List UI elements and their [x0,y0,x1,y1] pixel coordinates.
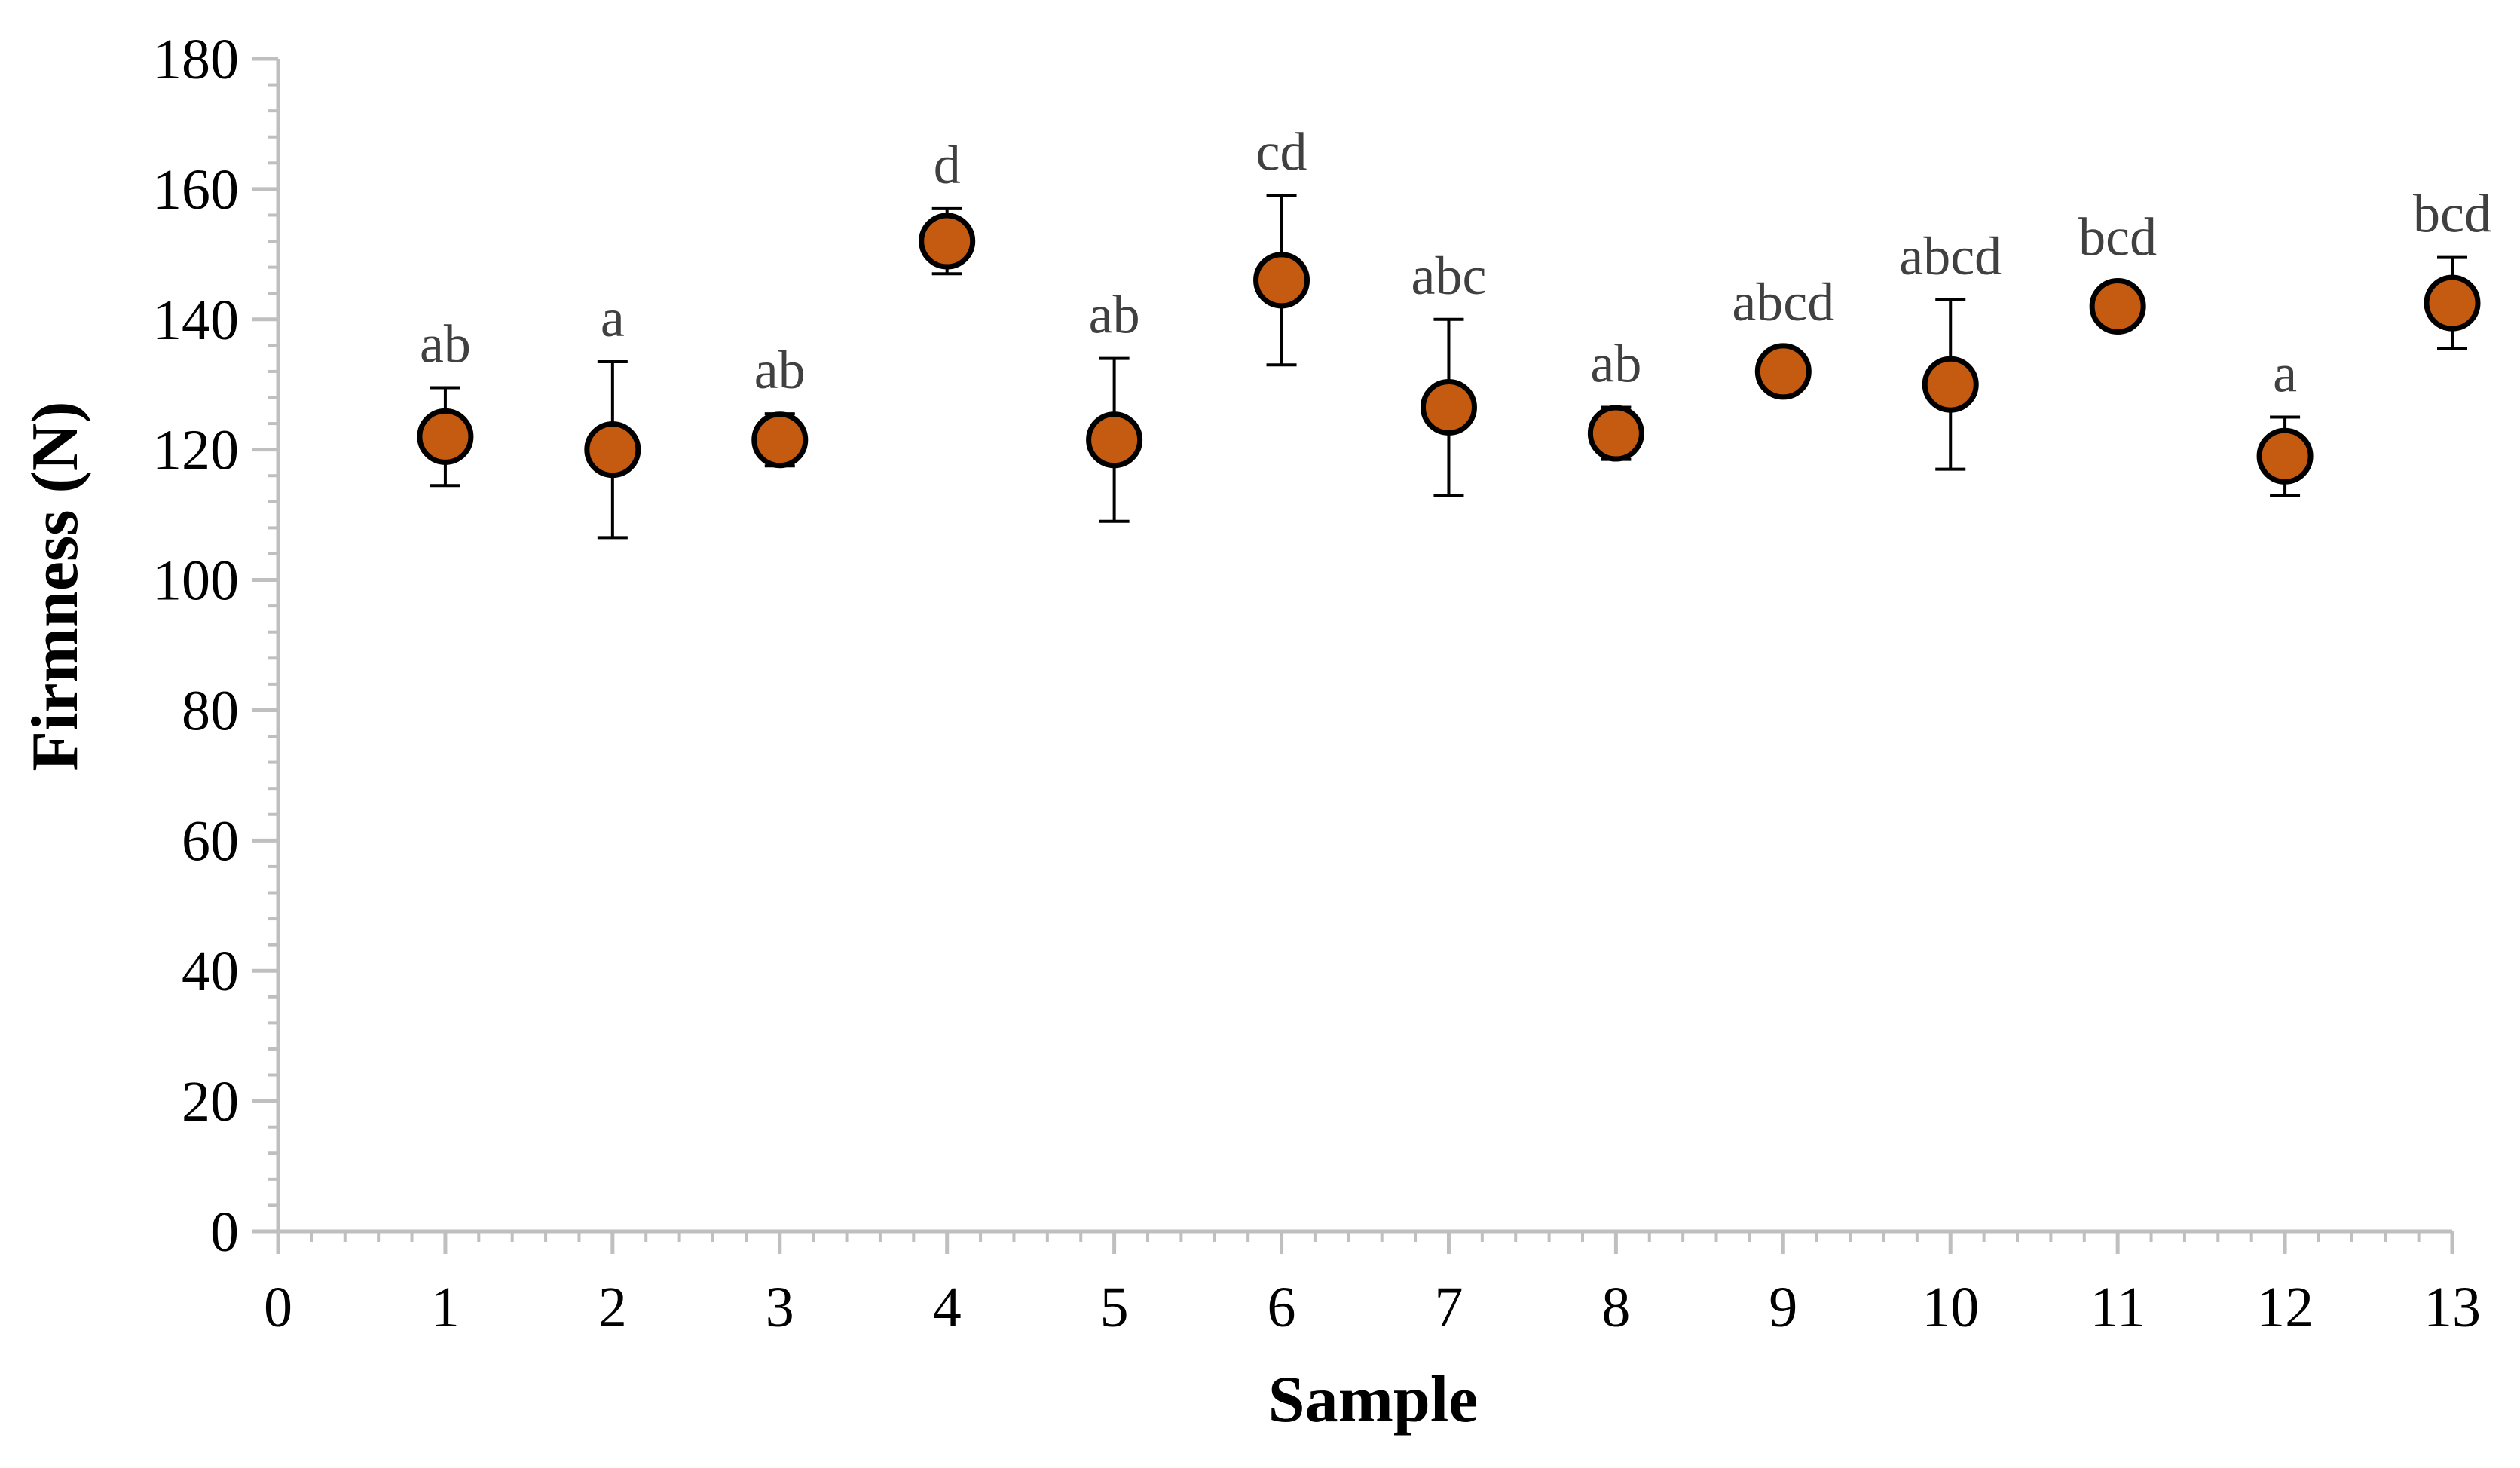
y-tick-label: 120 [153,419,239,482]
data-point [417,408,474,465]
data-point [2089,277,2146,335]
x-tick-label: 10 [1922,1276,1979,1339]
significance-label: a [2273,343,2297,403]
data-point [1754,343,1812,400]
x-tick-label: 7 [1434,1276,1463,1339]
x-tick-label: 9 [1769,1276,1797,1339]
x-tick-label: 12 [2256,1276,2314,1339]
data-point [919,213,976,270]
y-axis-ticks: 0 20 40 60 80 100 120 140 160 180 [153,28,278,1264]
significance-label: ab [1089,285,1140,345]
significance-label: d [934,135,961,195]
x-tick-label: 4 [933,1276,962,1339]
x-tick-label: 0 [264,1276,292,1339]
data-points [417,213,2481,485]
significance-label: a [601,288,625,348]
significance-label: ab [420,314,471,375]
data-point [1253,252,1310,309]
significance-label: cd [1256,122,1307,182]
significance-label: abc [1411,246,1487,306]
y-tick-label: 80 [182,679,239,742]
data-point [1086,411,1143,469]
y-tick-label: 160 [153,158,239,222]
data-point [1587,405,1644,462]
x-tick-label: 3 [766,1276,794,1339]
x-tick-label: 8 [1601,1276,1630,1339]
x-tick-label: 5 [1100,1276,1129,1339]
data-point [751,411,809,469]
data-point [2424,274,2481,332]
y-tick-label: 180 [153,28,239,91]
x-tick-label: 11 [2090,1276,2145,1339]
significance-label: bcd [2413,184,2491,244]
data-point [2256,427,2314,485]
y-tick-label: 0 [210,1200,239,1264]
data-point [1922,356,1979,413]
y-tick-label: 20 [182,1070,239,1133]
data-point [584,421,641,479]
x-axis-title: Sample [1268,1363,1479,1436]
y-axis-title: Firmness (N) [19,401,92,771]
significance-label: abcd [1899,226,2002,286]
y-tick-label: 60 [182,809,239,873]
x-axis-ticks: 0 1 2 3 4 5 6 7 8 9 10 11 12 13 [264,1231,2481,1339]
significance-label: bcd [2078,206,2157,267]
x-tick-label: 2 [598,1276,627,1339]
y-tick-label: 140 [153,289,239,352]
x-tick-label: 1 [431,1276,460,1339]
significance-label: abcd [1732,272,1834,332]
significance-label: ab [754,340,806,400]
y-tick-label: 40 [182,940,239,1003]
y-tick-label: 100 [153,549,239,613]
x-tick-label: 6 [1268,1276,1296,1339]
x-tick-label: 13 [2424,1276,2481,1339]
data-point [1420,378,1477,436]
significance-label: ab [1590,333,1641,393]
